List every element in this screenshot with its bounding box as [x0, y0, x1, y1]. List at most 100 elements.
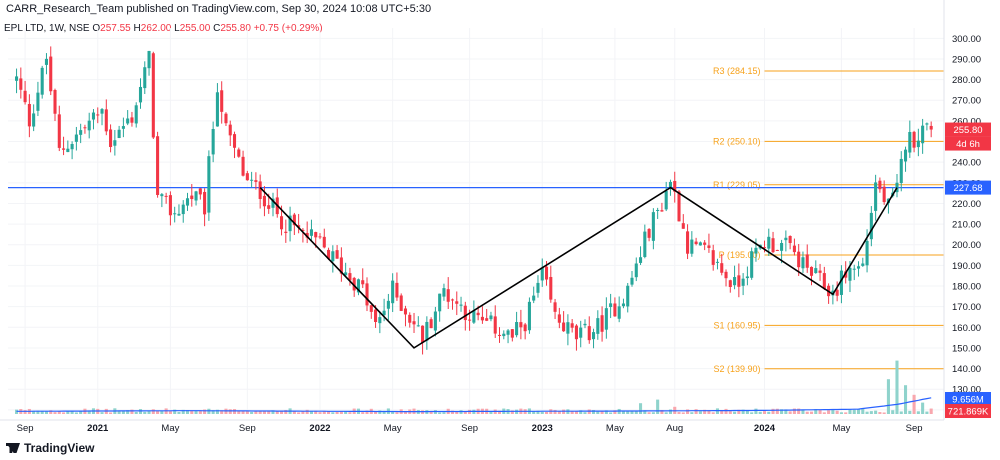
candle	[32, 104, 36, 132]
volume-bar	[250, 412, 254, 414]
candle	[70, 141, 74, 160]
volume-bar	[865, 411, 869, 414]
candle	[827, 283, 831, 304]
volume-bar	[818, 410, 822, 414]
tradingview-logo[interactable]: TradingView	[6, 441, 94, 455]
candle	[656, 207, 660, 219]
candle	[869, 206, 873, 247]
candle	[322, 228, 326, 249]
candle	[288, 206, 292, 242]
candle	[681, 214, 685, 229]
candle	[258, 174, 262, 209]
candle	[450, 298, 455, 310]
time-tick-label: May	[161, 423, 179, 434]
volume-bar	[767, 411, 771, 414]
volume-bar	[510, 410, 514, 414]
candle	[245, 170, 249, 181]
volume-bar	[540, 411, 544, 414]
volume-bar	[587, 409, 591, 414]
candle	[878, 177, 882, 193]
pivot-label: P (195.00)	[719, 250, 761, 260]
volume-bar	[339, 411, 343, 414]
volume-bar	[724, 408, 728, 414]
line-price-tag: 227.68	[953, 183, 982, 194]
volume-bar	[681, 412, 685, 414]
volume-bar	[134, 412, 138, 414]
high-label: H	[133, 23, 141, 34]
volume-bar	[604, 410, 608, 414]
candle	[604, 297, 608, 339]
volume-bar	[403, 410, 408, 414]
volume-bar	[49, 410, 53, 414]
candle	[254, 172, 258, 190]
volume-bar	[634, 411, 638, 414]
candle	[27, 94, 31, 138]
volume-bar	[121, 410, 125, 414]
volume-bar	[882, 412, 886, 414]
candle	[386, 293, 390, 321]
candle	[143, 61, 147, 95]
candle	[215, 83, 219, 127]
volume-bar	[284, 410, 288, 414]
volume-bar	[733, 411, 737, 414]
candle	[126, 110, 130, 126]
volume-bar	[874, 410, 878, 414]
candle	[540, 258, 544, 287]
candle	[805, 244, 809, 273]
candle	[62, 136, 66, 156]
candle	[895, 173, 899, 198]
volume-bar	[374, 411, 378, 414]
candle	[309, 219, 313, 241]
volume-bar	[395, 412, 399, 414]
candle	[741, 273, 745, 296]
candle	[442, 283, 446, 301]
candle	[408, 312, 412, 328]
candle	[87, 112, 91, 139]
candle	[839, 265, 843, 304]
volume-bar	[643, 410, 647, 414]
candle	[83, 124, 87, 134]
candle	[874, 174, 878, 221]
volume-bar	[583, 412, 587, 414]
price-tick-label: 280.00	[952, 75, 981, 86]
volume-bar	[711, 412, 715, 414]
volume-bar	[497, 410, 502, 414]
candle	[664, 181, 668, 212]
pivot-label: S1 (160.95)	[713, 320, 760, 330]
volume-bar	[489, 411, 493, 414]
candle	[361, 268, 365, 289]
candle	[130, 111, 134, 127]
volume-bar	[241, 411, 245, 414]
time-tick-label: Sep	[461, 423, 478, 434]
time-tick-label: 2022	[309, 423, 330, 434]
volume-bar	[903, 385, 908, 414]
candle	[762, 240, 767, 253]
volume-bar	[532, 411, 536, 414]
candle	[403, 305, 408, 327]
candle	[301, 227, 305, 243]
candle	[173, 206, 177, 223]
high-value: 262.00	[140, 23, 172, 34]
candle	[630, 271, 634, 287]
symbol-label[interactable]: EPL LTD, 1W, NSE	[4, 23, 90, 34]
candle	[677, 189, 681, 222]
pivot-label: R1 (229.05)	[713, 180, 761, 190]
candle	[190, 184, 194, 207]
candle	[421, 325, 425, 355]
candle	[553, 298, 557, 320]
candle	[600, 306, 604, 342]
volume-bar	[322, 411, 326, 414]
candle	[771, 231, 775, 254]
volume-bar	[117, 411, 121, 414]
volume-bar	[801, 409, 805, 414]
candle	[818, 263, 822, 281]
candle	[156, 131, 160, 198]
volume-bar	[36, 410, 40, 414]
candle	[801, 251, 805, 273]
volume-bar	[297, 412, 301, 414]
candle	[433, 306, 437, 337]
candle	[673, 171, 677, 203]
price-tick-label: 200.00	[952, 240, 981, 251]
volume-bar	[279, 411, 284, 414]
